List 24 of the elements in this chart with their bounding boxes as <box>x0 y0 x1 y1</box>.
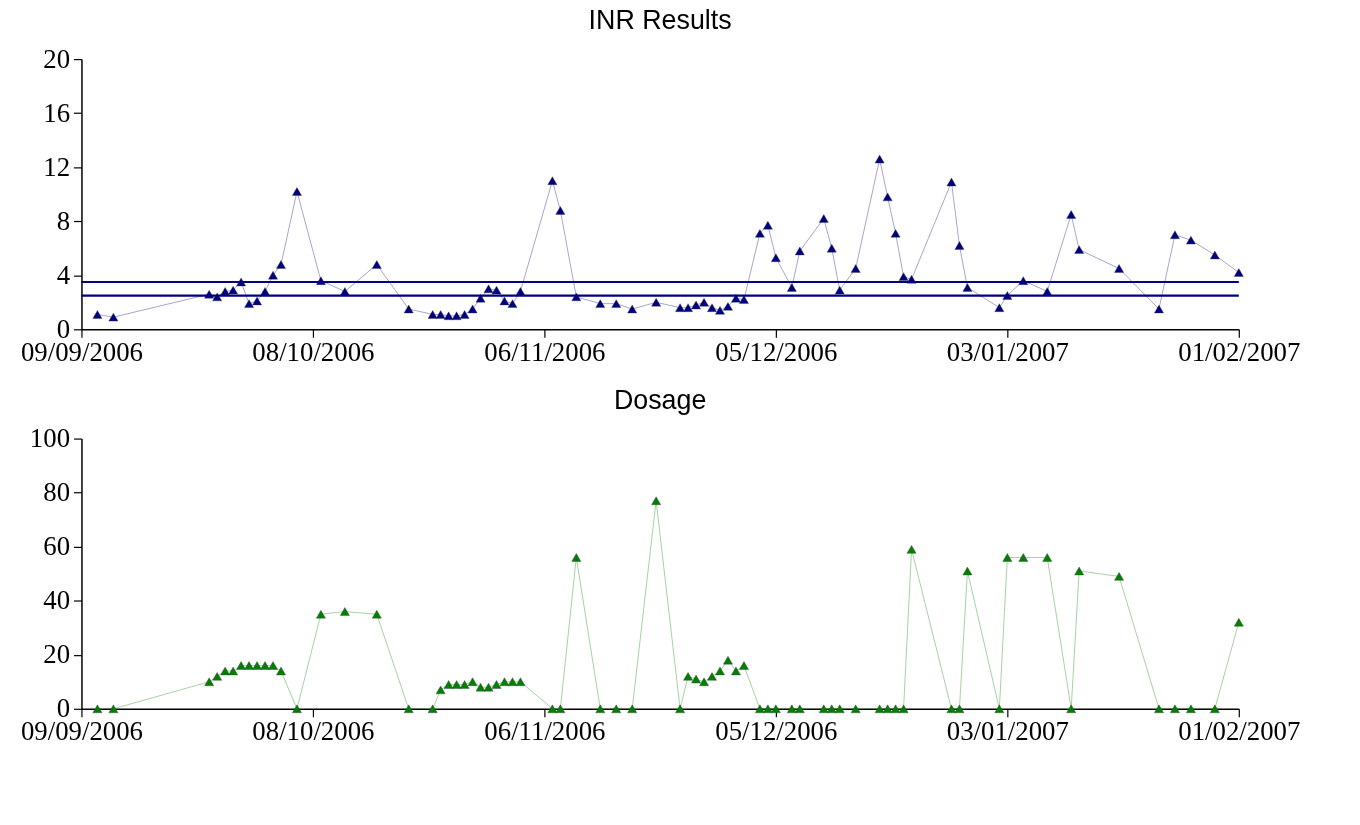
x-tick-label: 01/02/2007 <box>1178 336 1301 367</box>
x-tick-label: 01/02/2007 <box>1178 716 1301 747</box>
y-tick-label: 12 <box>43 151 71 182</box>
x-tick-label: 03/01/2007 <box>946 336 1069 367</box>
y-tick-label: 4 <box>56 259 71 290</box>
y-tick-label: 40 <box>43 585 71 616</box>
y-tick-label: 20 <box>43 43 71 74</box>
y-tick-label: 60 <box>43 531 71 562</box>
x-tick-label: 09/09/2006 <box>20 716 144 747</box>
y-tick-label: 8 <box>56 205 71 236</box>
x-tick-label: 06/11/2006 <box>484 336 606 367</box>
y-tick-label: 20 <box>43 639 71 670</box>
x-tick-label: 05/12/2006 <box>715 716 838 747</box>
y-tick-label: 16 <box>43 97 71 128</box>
chart-title: INR Results <box>588 5 732 36</box>
x-tick-label: 08/10/2006 <box>252 336 375 367</box>
x-tick-label: 05/12/2006 <box>715 336 838 367</box>
x-tick-label: 06/11/2006 <box>484 716 606 747</box>
chart-title: Dosage <box>613 384 707 415</box>
x-tick-label: 08/10/2006 <box>252 716 375 747</box>
y-tick-label: 0 <box>56 313 71 344</box>
y-tick-label: 80 <box>43 477 71 508</box>
x-tick-label: 03/01/2007 <box>946 716 1069 747</box>
y-tick-label: 100 <box>29 423 71 454</box>
